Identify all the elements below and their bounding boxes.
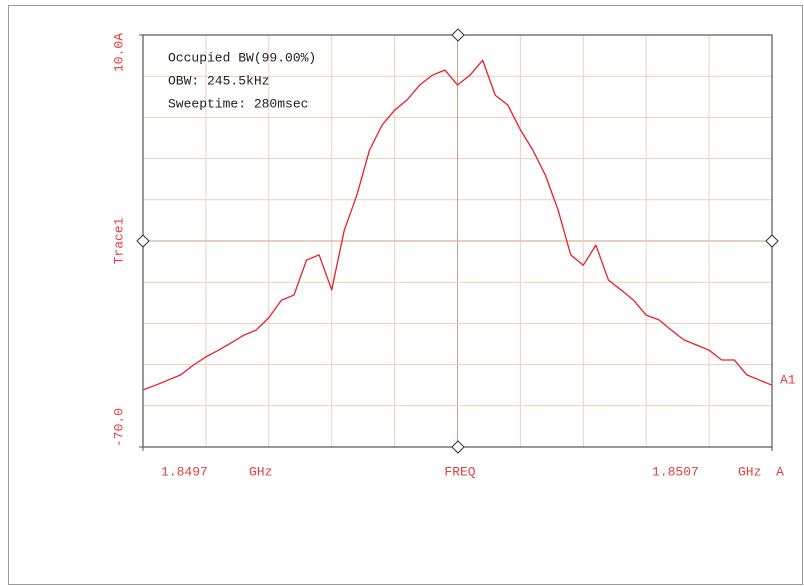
annotation: Occupied BW(99.00%) [168, 50, 316, 65]
annotation: OBW: 245.5kHz [168, 73, 269, 88]
screen-frame [8, 5, 803, 585]
center-marker [451, 28, 465, 42]
trace [142, 59, 773, 391]
x-suffix: A [776, 464, 784, 479]
x-center-label: FREQ [444, 464, 475, 479]
x-tick-label: 1.8497 [161, 464, 208, 479]
center-marker [765, 234, 779, 248]
grid [143, 35, 772, 447]
center-marker [136, 234, 150, 248]
y-tick-label: 10.0A [111, 33, 126, 72]
x-unit: GHz [249, 464, 272, 479]
y-tick-label: -70.0 [111, 408, 126, 447]
x-tick-label: 1.8507 [652, 464, 699, 479]
x-unit: GHz [738, 464, 761, 479]
y-axis-label: Trace1 [111, 217, 126, 264]
marker-label: A1 [780, 372, 796, 387]
center-marker [451, 440, 465, 454]
annotation: Sweeptime: 280msec [168, 96, 308, 111]
